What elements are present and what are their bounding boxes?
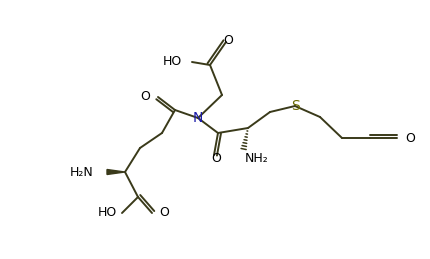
Text: S: S [292,99,301,113]
Text: O: O [405,132,415,145]
Text: H₂N: H₂N [69,166,93,178]
Text: O: O [159,205,169,219]
Text: O: O [211,152,221,164]
Text: NH₂: NH₂ [245,152,269,164]
Text: N: N [193,111,203,125]
Text: O: O [223,33,233,47]
Text: HO: HO [163,54,182,68]
Text: HO: HO [98,205,117,219]
Polygon shape [107,169,125,175]
Text: O: O [140,90,150,103]
